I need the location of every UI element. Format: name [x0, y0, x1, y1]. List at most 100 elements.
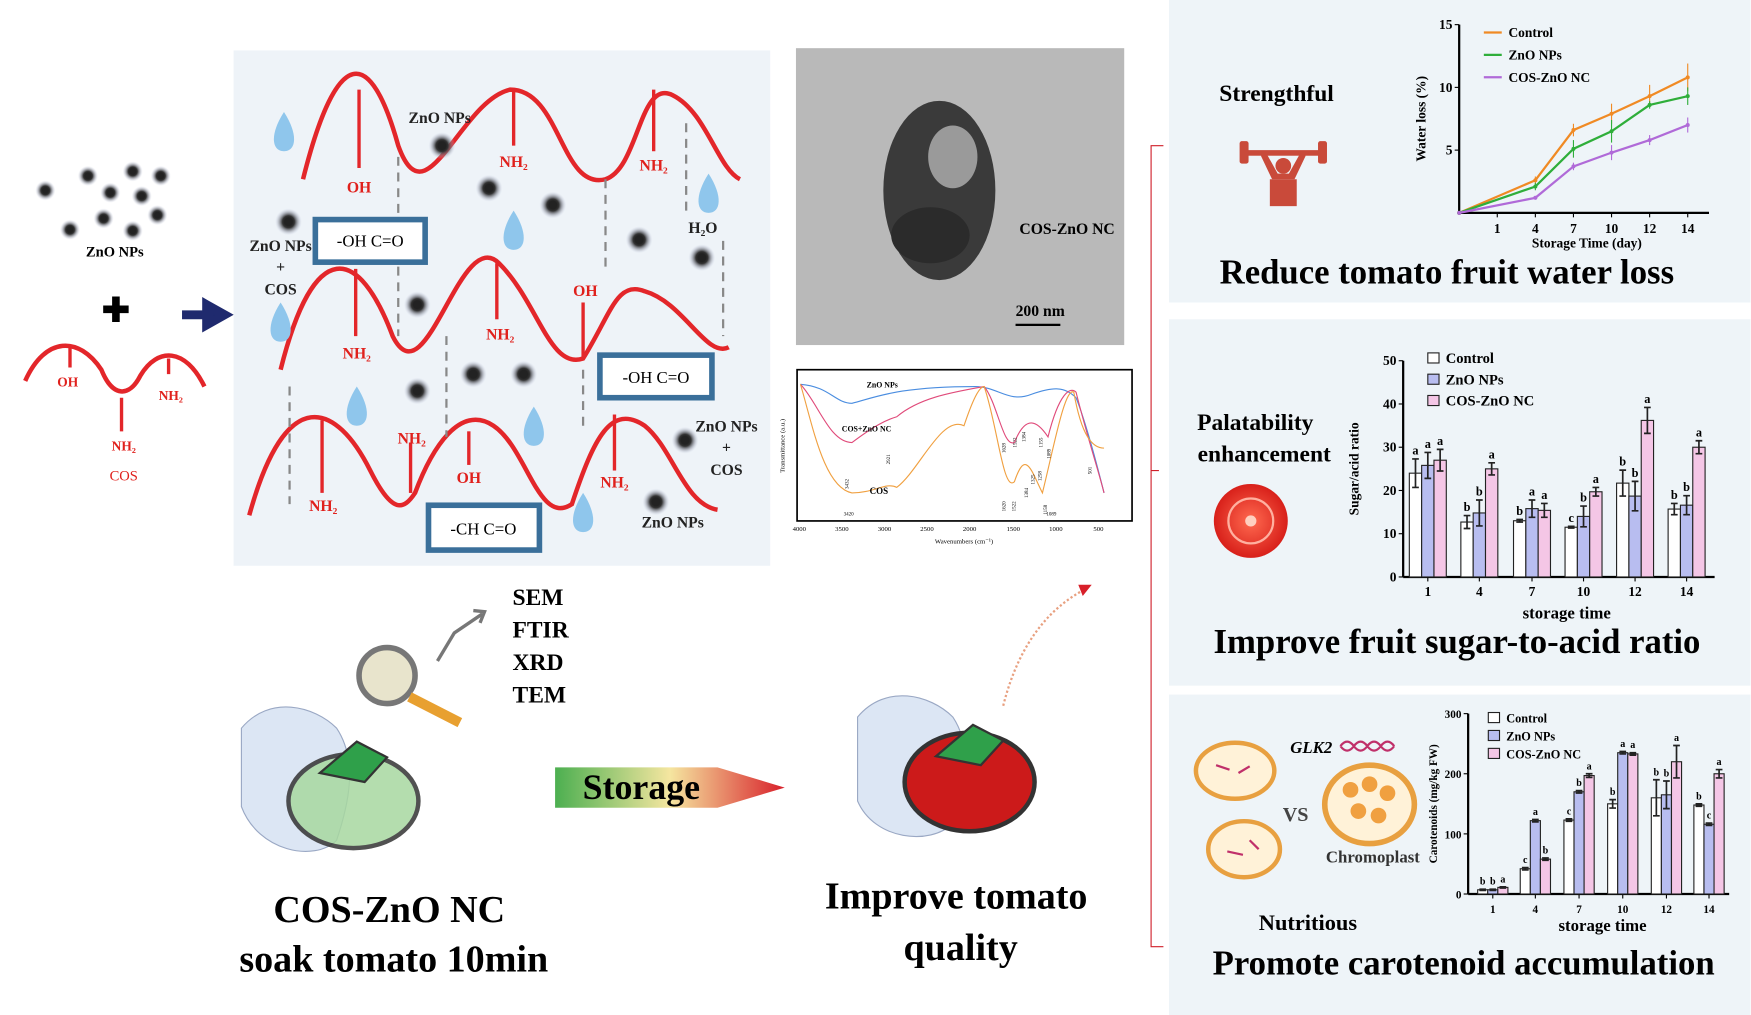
nh2-label: NH₂	[500, 154, 529, 171]
ftir-spectrum: ZnO NPs COS+ZnO NC COS Transmittance (a.…	[780, 368, 1133, 545]
data-point	[1571, 128, 1576, 133]
data-point	[1647, 138, 1652, 143]
storage-label: Storage	[583, 767, 700, 807]
legend-label: ZnO NPs	[1446, 372, 1504, 388]
significance-letter: b	[1619, 455, 1626, 469]
nh2-label: NH₂	[640, 157, 669, 174]
legend-swatch	[1487, 711, 1501, 724]
error-bar	[1412, 458, 1419, 489]
svg-text:3500: 3500	[835, 526, 849, 533]
svg-text:1089: 1089	[1046, 448, 1052, 459]
plus-icon: ✚	[102, 293, 130, 330]
bar-COS-ZnO NC	[1713, 773, 1725, 895]
nh2-label: NH₂	[600, 474, 629, 491]
svg-text:1500: 1500	[1007, 526, 1021, 533]
significance-letter: b	[1490, 877, 1496, 888]
x-axis-label: Wavenumbers (cm⁻¹)	[935, 538, 993, 545]
legend-label: COS-ZnO NC	[1446, 394, 1535, 410]
ftir-xticks: 4000 3500 3000 2500 2000 1500 1000 500	[793, 526, 1105, 533]
svg-text:4000: 4000	[793, 526, 807, 533]
nh2-label: NH₂	[343, 345, 372, 362]
error-bar	[1532, 818, 1539, 823]
significance-letter: b	[1654, 767, 1660, 778]
legend-label: ZnO NPs	[1508, 47, 1561, 62]
error-bar	[1673, 744, 1680, 779]
bar-ZnO NPs	[1679, 504, 1694, 578]
mix-label: COS	[710, 462, 743, 479]
bar-ZnO NPs	[1617, 752, 1629, 895]
nh2-label: NH₂	[486, 326, 515, 343]
series-line-COS-ZnO NC	[1458, 123, 1689, 214]
legend-label: COS-ZnO NC	[1506, 747, 1581, 761]
significance-letter: c	[1707, 811, 1712, 822]
magnifier-icon	[356, 608, 487, 728]
y-axis-label: Water loss (%)	[1414, 76, 1429, 162]
significance-letter: b	[1576, 778, 1582, 789]
ftir-peak-labels: 3432 2921 3420 1628 1522 1384 1155 1089 …	[844, 431, 1094, 517]
error-bar	[1436, 448, 1444, 472]
zno-label: ZnO NPs	[409, 110, 471, 127]
y-tick-label: 50	[1383, 353, 1397, 368]
zno-label: ZnO NPs	[86, 245, 144, 261]
error-bar	[1695, 439, 1703, 455]
svg-text:1155: 1155	[1038, 437, 1044, 447]
data-point	[1647, 102, 1652, 107]
box-label: -OH C=O	[337, 231, 404, 250]
error-bar	[1670, 502, 1678, 516]
bar-ZnO NPs	[1525, 508, 1539, 578]
svg-text:FTIR: FTIR	[513, 617, 570, 643]
caption-left: soak tomato 10min	[239, 938, 548, 980]
svg-text:501: 501	[1088, 466, 1094, 474]
significance-letter: b	[1464, 500, 1471, 514]
legend-label: Control	[1506, 712, 1547, 726]
series-label: COS+ZnO NC	[842, 424, 892, 433]
error-bar	[1619, 469, 1627, 497]
significance-letter: a	[1533, 807, 1538, 818]
caption-mid: Improve tomato	[825, 876, 1088, 918]
water-label: H₂O	[688, 220, 717, 237]
series-line-Control	[1458, 76, 1689, 214]
zno-nps-cluster	[35, 161, 171, 241]
water-drop-icons	[270, 112, 719, 533]
dna-icon	[1339, 740, 1396, 752]
mechanism-labels: ZnO NPs OH NH₂ NH₂ H₂O NH₂ NH₂ OH NH₂ NH…	[249, 110, 757, 531]
x-tick-label: 4	[1532, 221, 1539, 236]
svg-text:1325: 1325	[1031, 474, 1037, 485]
svg-text:1522: 1522	[1013, 437, 1019, 448]
y-axis-label: Sugar/acid ratio	[1346, 422, 1361, 515]
bar-COS-ZnO NC	[1692, 446, 1706, 578]
significance-letter: a	[1425, 437, 1431, 451]
cos-nh2: NH₂	[159, 388, 183, 403]
error-bar	[1521, 866, 1529, 871]
sugar-acid-chart: 0 10 20 30 40 50 Sugar/acid ratio storage time 1…	[1346, 351, 1715, 622]
x-tick-label: 12	[1628, 584, 1642, 599]
svg-text:XRD: XRD	[513, 650, 564, 676]
arrow-right-icon	[182, 297, 234, 333]
x-tick-label: 7	[1576, 904, 1582, 916]
svg-text:1628: 1628	[1001, 443, 1007, 454]
error-bar	[1609, 798, 1617, 809]
cos-bonds	[68, 347, 171, 432]
significance-letter: a	[1489, 447, 1495, 461]
x-tick-label: 7	[1570, 221, 1577, 236]
significance-letter: a	[1717, 757, 1722, 768]
significance-letter: b	[1580, 491, 1587, 505]
bar-Control	[1607, 803, 1619, 895]
significance-letter: a	[1620, 739, 1625, 750]
error-bar	[1644, 406, 1651, 435]
y-tick-label: 5	[1446, 143, 1453, 158]
error-bar	[1695, 802, 1703, 808]
svg-text:1089: 1089	[1046, 511, 1057, 517]
tem-label: COS-ZnO NC	[1019, 221, 1114, 238]
nutritious-label: Nutritious	[1259, 910, 1358, 935]
significance-letter: a	[1674, 733, 1679, 744]
soaked-tomato-icon	[240, 706, 421, 852]
bar-ZnO NPs	[1529, 820, 1541, 895]
functional-bonds	[320, 89, 656, 493]
palatability-label: Palatability	[1197, 410, 1314, 436]
bar-COS-ZnO NC	[1539, 858, 1552, 895]
bar-ZnO NPs	[1703, 823, 1715, 895]
bar-COS-ZnO NC	[1670, 761, 1683, 895]
panel-title: Improve fruit sugar-to-acid ratio	[1213, 622, 1700, 661]
